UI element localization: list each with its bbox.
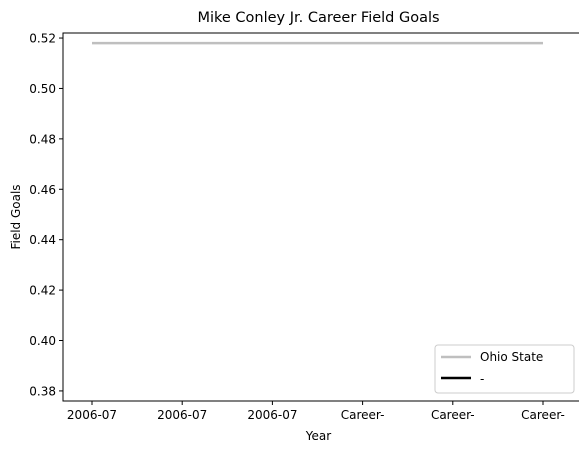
y-tick-label: 0.50 (29, 82, 56, 96)
y-tick-label: 0.48 (29, 132, 56, 146)
x-axis: 2006-07 2006-07 2006-07 Career- Career- Caree… (67, 401, 565, 422)
y-tick-label: 0.38 (29, 384, 56, 398)
x-tick-label: 2006-07 (247, 408, 297, 422)
legend-label-dash: - (480, 372, 484, 386)
y-axis: 0.38 0.40 0.42 0.44 0.46 0.48 0.50 0.52 (29, 32, 63, 398)
legend: Ohio State - (434, 344, 575, 394)
y-tick-label: 0.52 (29, 32, 56, 46)
y-axis-label: Field Goals (9, 184, 23, 249)
legend-label-ohio-state: Ohio State (480, 350, 543, 364)
x-tick-label: Career- (431, 408, 475, 422)
x-tick-label: Career- (341, 408, 385, 422)
y-tick-label: 0.42 (29, 284, 56, 298)
y-tick-label: 0.46 (29, 183, 56, 197)
plot-area (62, 32, 579, 402)
y-tick-label: 0.44 (29, 233, 56, 247)
x-tick-label: Career- (521, 408, 565, 422)
y-tick-label: 0.40 (29, 334, 56, 348)
chart-title: Mike Conley Jr. Career Field Goals (197, 10, 439, 26)
x-tick-label: 2006-07 (157, 408, 207, 422)
x-axis-label: Year (305, 429, 331, 443)
x-tick-label: 2006-07 (67, 408, 117, 422)
